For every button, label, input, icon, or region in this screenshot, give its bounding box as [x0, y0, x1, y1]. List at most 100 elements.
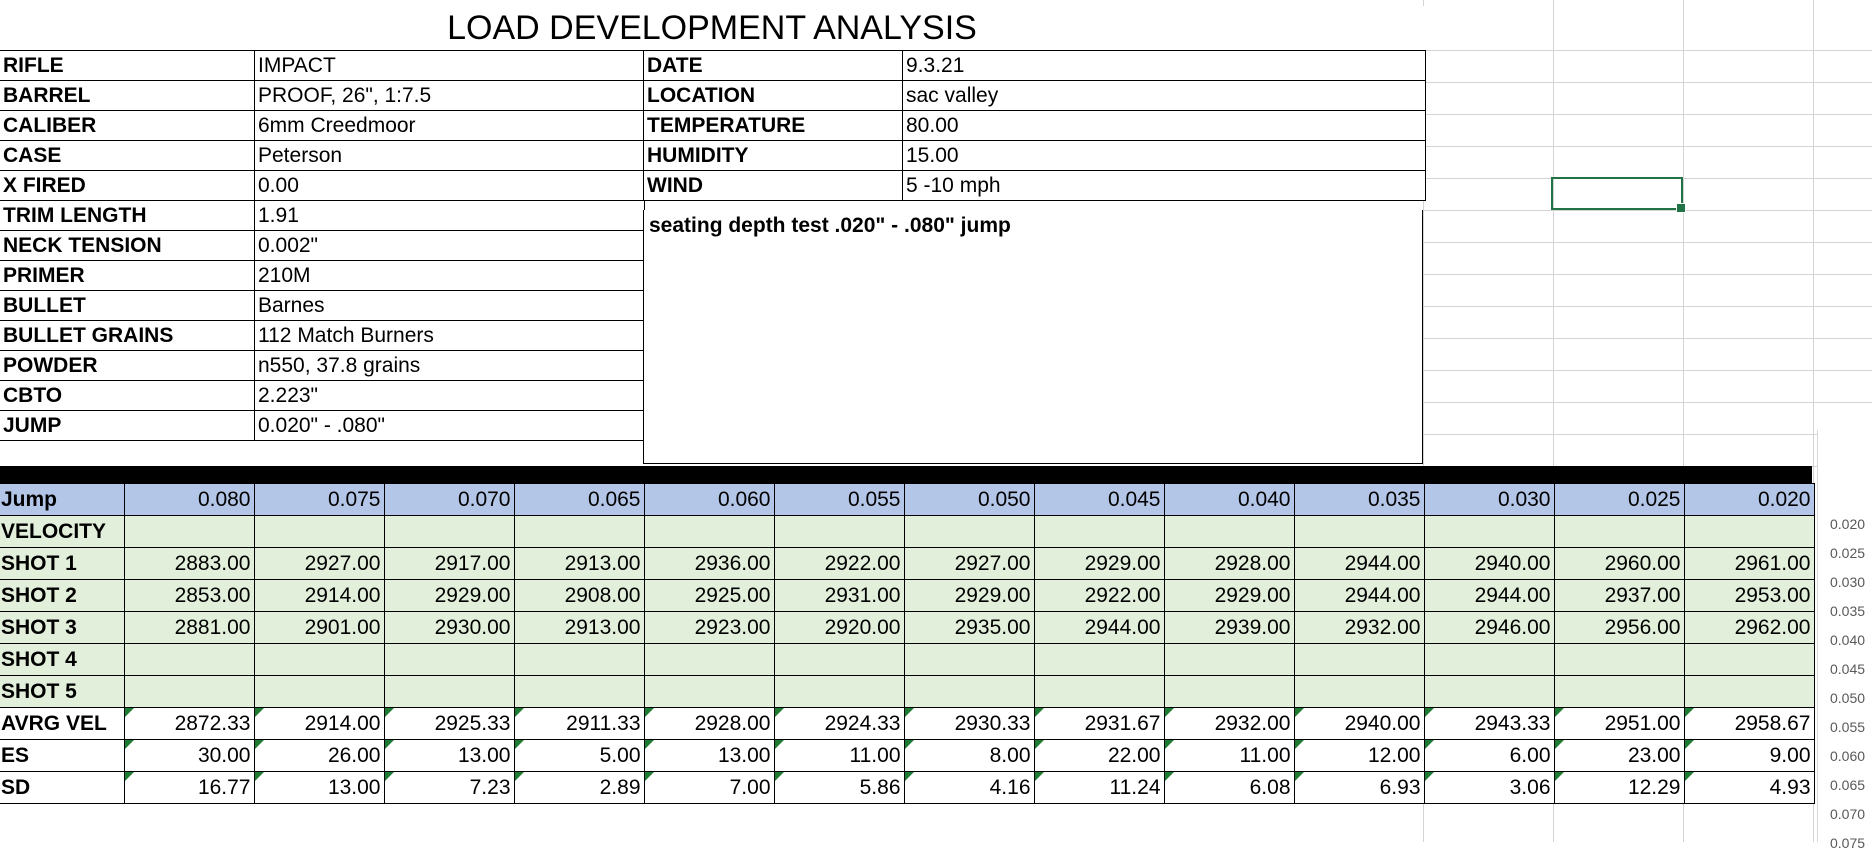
data-cell[interactable]: [643, 643, 775, 676]
data-cell[interactable]: 2939.00: [1163, 611, 1295, 644]
data-cell[interactable]: 2940.00: [1423, 547, 1555, 580]
data-cell[interactable]: 2925.00: [643, 579, 775, 612]
info-value-cell[interactable]: Peterson: [254, 140, 645, 171]
data-cell[interactable]: [1293, 643, 1425, 676]
data-cell[interactable]: [1553, 643, 1685, 676]
data-cell[interactable]: 2928.00: [643, 707, 775, 740]
data-cell[interactable]: 2940.00: [1293, 707, 1425, 740]
data-cell[interactable]: 13.00: [253, 771, 385, 804]
data-cell[interactable]: 11.24: [1033, 771, 1165, 804]
data-cell[interactable]: 11.00: [1163, 739, 1295, 772]
info-value-cell[interactable]: 5 -10 mph: [902, 170, 1426, 201]
info-label-cell[interactable]: TEMPERATURE: [643, 110, 903, 141]
notes-cell[interactable]: seating depth test .020" - .080" jump: [643, 210, 1423, 464]
data-cell[interactable]: 12.29: [1553, 771, 1685, 804]
info-label-cell[interactable]: X FIRED: [0, 170, 255, 201]
row-label-cell[interactable]: SHOT 5: [0, 675, 125, 708]
data-cell[interactable]: 0.080: [123, 483, 255, 516]
data-cell[interactable]: [903, 643, 1035, 676]
data-cell[interactable]: 2956.00: [1553, 611, 1685, 644]
data-cell[interactable]: [643, 675, 775, 708]
data-cell[interactable]: [773, 643, 905, 676]
data-cell[interactable]: [1293, 515, 1425, 548]
data-cell[interactable]: 0.075: [253, 483, 385, 516]
row-label-cell[interactable]: VELOCITY: [0, 515, 125, 548]
data-cell[interactable]: 22.00: [1033, 739, 1165, 772]
info-value-cell[interactable]: 0.020" - .080": [254, 410, 645, 441]
data-cell[interactable]: 2872.33: [123, 707, 255, 740]
data-cell[interactable]: [383, 643, 515, 676]
data-cell[interactable]: 2962.00: [1683, 611, 1815, 644]
data-cell[interactable]: [1423, 675, 1555, 708]
data-cell[interactable]: 0.060: [643, 483, 775, 516]
row-label-cell[interactable]: Jump: [0, 483, 125, 516]
info-value-cell[interactable]: sac valley: [902, 80, 1426, 111]
row-label-cell[interactable]: AVRG VEL: [0, 707, 125, 740]
data-cell[interactable]: 11.00: [773, 739, 905, 772]
data-cell[interactable]: [1033, 515, 1165, 548]
info-label-cell[interactable]: WIND: [643, 170, 903, 201]
data-cell[interactable]: 2929.00: [1033, 547, 1165, 580]
data-cell[interactable]: [773, 515, 905, 548]
data-cell[interactable]: 2944.00: [1033, 611, 1165, 644]
info-label-cell[interactable]: NECK TENSION: [0, 230, 255, 261]
data-cell[interactable]: 2951.00: [1553, 707, 1685, 740]
data-cell[interactable]: 9.00: [1683, 739, 1815, 772]
data-cell[interactable]: [123, 643, 255, 676]
data-cell[interactable]: [513, 515, 645, 548]
data-cell[interactable]: 2931.00: [773, 579, 905, 612]
data-cell[interactable]: [1683, 675, 1815, 708]
data-cell[interactable]: 2.89: [513, 771, 645, 804]
sheet-title[interactable]: LOAD DEVELOPMENT ANALYSIS: [0, 6, 1424, 51]
data-cell[interactable]: 2881.00: [123, 611, 255, 644]
data-cell[interactable]: 4.16: [903, 771, 1035, 804]
data-cell[interactable]: 23.00: [1553, 739, 1685, 772]
data-cell[interactable]: 5.86: [773, 771, 905, 804]
data-cell[interactable]: [1683, 643, 1815, 676]
fill-handle[interactable]: [1676, 203, 1686, 213]
data-cell[interactable]: 2953.00: [1683, 579, 1815, 612]
info-label-cell[interactable]: HUMIDITY: [643, 140, 903, 171]
row-label-cell[interactable]: ES: [0, 739, 125, 772]
data-cell[interactable]: [1683, 515, 1815, 548]
data-cell[interactable]: 0.055: [773, 483, 905, 516]
data-cell[interactable]: 12.00: [1293, 739, 1425, 772]
row-label-cell[interactable]: SHOT 1: [0, 547, 125, 580]
data-cell[interactable]: 0.030: [1423, 483, 1555, 516]
info-value-cell[interactable]: 80.00: [902, 110, 1426, 141]
data-cell[interactable]: [1033, 675, 1165, 708]
data-cell[interactable]: 13.00: [643, 739, 775, 772]
info-value-cell[interactable]: 210M: [254, 260, 645, 291]
data-cell[interactable]: 2925.33: [383, 707, 515, 740]
data-cell[interactable]: 0.035: [1293, 483, 1425, 516]
data-cell[interactable]: [123, 515, 255, 548]
row-label-cell[interactable]: SD: [0, 771, 125, 804]
data-cell[interactable]: [253, 515, 385, 548]
data-cell[interactable]: [1163, 515, 1295, 548]
data-cell[interactable]: 2853.00: [123, 579, 255, 612]
data-cell[interactable]: [643, 515, 775, 548]
data-cell[interactable]: [1553, 515, 1685, 548]
data-cell[interactable]: [383, 675, 515, 708]
chart-axis-panel[interactable]: 0.020 0.025 0.030 0.035 0.040 0.045 0.050 0.055…: [1817, 430, 1872, 851]
data-cell[interactable]: 0.040: [1163, 483, 1295, 516]
data-cell[interactable]: 2914.00: [253, 707, 385, 740]
data-cell[interactable]: 3.06: [1423, 771, 1555, 804]
data-cell[interactable]: [253, 643, 385, 676]
data-cell[interactable]: [1423, 515, 1555, 548]
data-cell[interactable]: 0.045: [1033, 483, 1165, 516]
data-cell[interactable]: 13.00: [383, 739, 515, 772]
info-value-cell[interactable]: IMPACT: [254, 50, 645, 81]
data-cell[interactable]: 2932.00: [1293, 611, 1425, 644]
data-cell[interactable]: [123, 675, 255, 708]
data-cell[interactable]: [513, 643, 645, 676]
data-cell[interactable]: 4.93: [1683, 771, 1815, 804]
data-cell[interactable]: 0.065: [513, 483, 645, 516]
data-cell[interactable]: 0.020: [1683, 483, 1815, 516]
data-cell[interactable]: 2913.00: [513, 547, 645, 580]
data-cell[interactable]: 2961.00: [1683, 547, 1815, 580]
data-cell[interactable]: 2922.00: [773, 547, 905, 580]
data-cell[interactable]: 2944.00: [1293, 547, 1425, 580]
info-value-cell[interactable]: 2.223": [254, 380, 645, 411]
data-cell[interactable]: 2883.00: [123, 547, 255, 580]
